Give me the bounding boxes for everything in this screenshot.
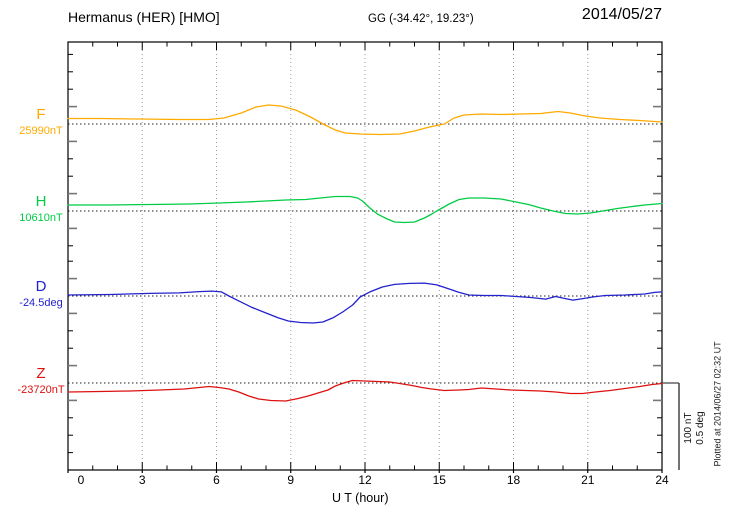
channel-base-value-f: 25990nT [19,125,63,137]
trace-Z [67,379,663,402]
x-tick-label: 18 [506,473,521,487]
channel-label-z: Z -23720nT [12,366,70,396]
trace-F [67,104,663,136]
plotted-at-note: Plotted at 2014/06/27 02:32 UT [712,341,723,467]
x-tick-label: 0 [77,473,85,487]
scale-bar-deg: 0.5 deg [695,411,706,445]
channel-base-value-h: 10610nT [19,212,63,224]
channel-label-f: F 25990nT [12,107,70,137]
channel-letter-z: Z [36,365,46,382]
x-tick-label: 24 [655,473,669,487]
x-tick-label: 9 [287,473,295,487]
scale-bar-nt: 100 nT [683,412,694,444]
x-tick-label: 6 [213,473,220,487]
channel-letter-d: D [35,278,47,295]
observation-date: 2014/05/27 [581,6,662,23]
station-title: Hermanus (HER) [HMO] [68,9,220,25]
channel-base-value-z: -23720nT [17,384,65,396]
scale-bar-label: 100 nT 0.5 deg [683,405,707,451]
geographic-coordinates: GG (-34.42°, 19.23°) [368,13,474,25]
channel-letter-h: H [35,193,47,210]
x-tick-label: 21 [581,473,595,487]
trace-H [67,195,663,224]
channel-label-d: D -24.5deg [12,279,70,309]
x-axis-title: U T (hour) [332,491,389,505]
channel-label-h: H 10610nT [12,194,70,224]
x-tick-label: 15 [432,473,446,487]
trace-D [67,282,663,324]
channel-letter-f: F [36,106,46,123]
channel-base-value-d: -24.5deg [19,297,63,309]
x-tick-label: 3 [138,473,146,487]
x-tick-label: 12 [358,473,372,487]
